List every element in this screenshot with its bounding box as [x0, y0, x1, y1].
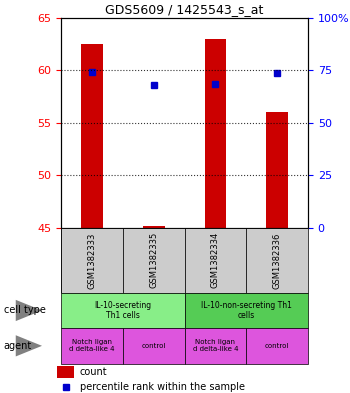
Polygon shape [16, 335, 42, 356]
Text: IL-10-non-secreting Th1
cells: IL-10-non-secreting Th1 cells [201, 301, 292, 320]
Bar [123, 328, 185, 364]
Bar [266, 112, 288, 228]
Text: control: control [265, 343, 289, 349]
Bar [61, 293, 185, 328]
Text: GSM1382335: GSM1382335 [149, 232, 158, 288]
Bar [123, 228, 185, 293]
Bar [185, 228, 246, 293]
Text: percentile rank within the sample: percentile rank within the sample [79, 382, 245, 391]
Text: cell type: cell type [4, 305, 46, 316]
Text: GSM1382334: GSM1382334 [211, 232, 220, 288]
Bar [185, 293, 308, 328]
Bar [61, 328, 123, 364]
Text: Notch ligan
d delta-like 4: Notch ligan d delta-like 4 [69, 339, 115, 353]
Bar [205, 39, 226, 228]
Bar [81, 44, 103, 228]
Bar [61, 228, 123, 293]
Title: GDS5609 / 1425543_s_at: GDS5609 / 1425543_s_at [105, 4, 264, 17]
Polygon shape [16, 300, 42, 321]
Text: agent: agent [4, 341, 32, 351]
Bar [246, 228, 308, 293]
Text: GSM1382333: GSM1382333 [88, 232, 97, 288]
Text: GSM1382336: GSM1382336 [273, 232, 282, 288]
Text: Notch ligan
d delta-like 4: Notch ligan d delta-like 4 [193, 339, 238, 353]
Text: count: count [79, 367, 107, 377]
Bar [246, 328, 308, 364]
Text: IL-10-secreting
Th1 cells: IL-10-secreting Th1 cells [94, 301, 152, 320]
Bar [143, 226, 164, 228]
Bar [57, 366, 74, 378]
Bar [185, 328, 246, 364]
Text: control: control [142, 343, 166, 349]
